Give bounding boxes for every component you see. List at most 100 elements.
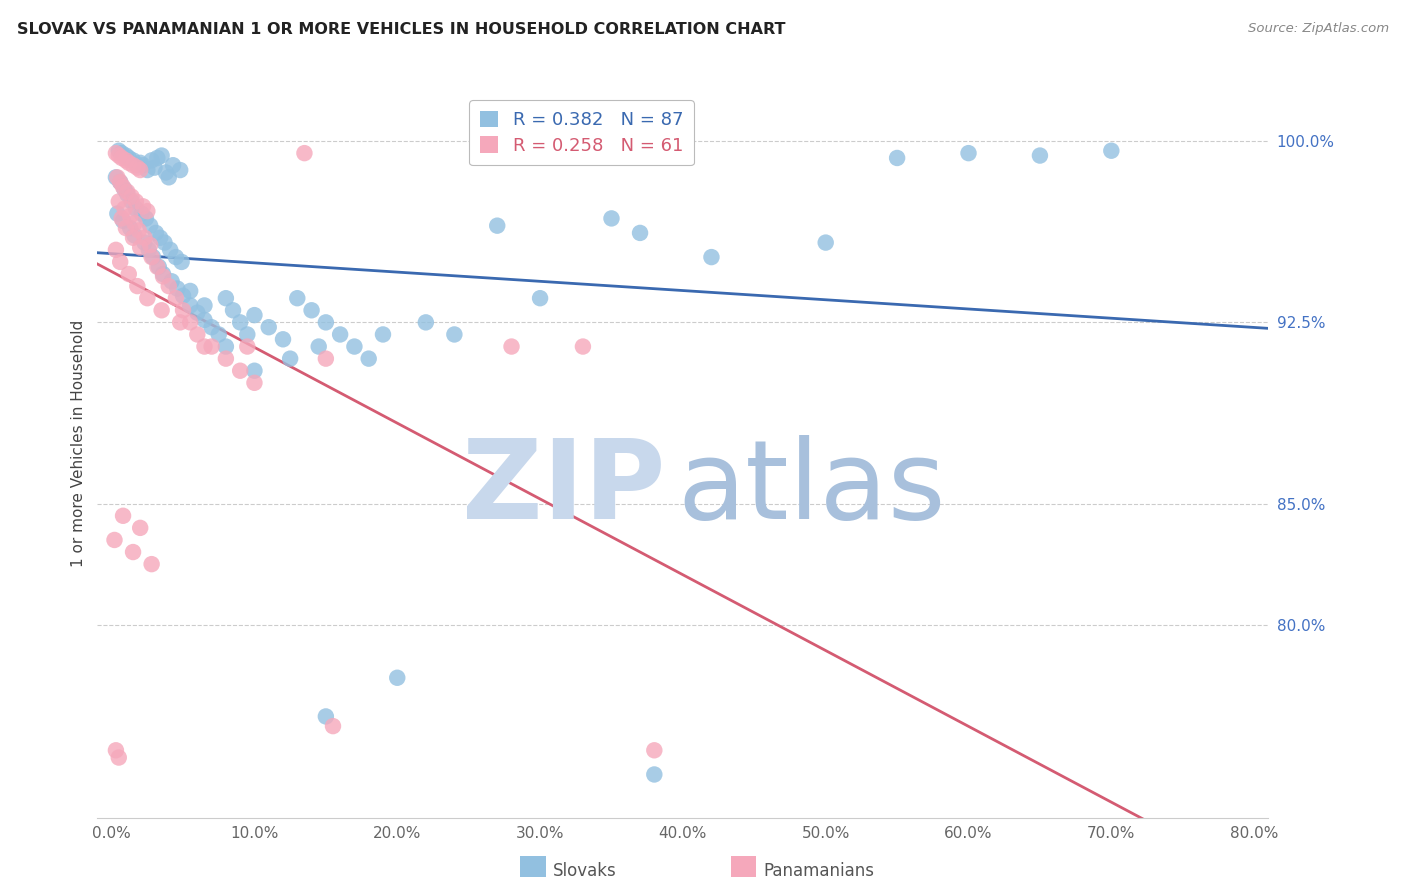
Point — [138, 243, 160, 257]
Point — [152, 269, 174, 284]
Point — [193, 340, 215, 354]
Point — [243, 308, 266, 322]
Point — [134, 231, 156, 245]
Point — [215, 340, 238, 354]
Point — [136, 163, 159, 178]
Point — [122, 158, 145, 172]
Point — [200, 320, 222, 334]
Point — [136, 204, 159, 219]
Point — [1099, 144, 1122, 158]
Point — [814, 235, 837, 250]
Point — [278, 351, 301, 366]
Point — [243, 376, 266, 390]
Point — [236, 327, 259, 342]
Point — [315, 709, 337, 723]
Point — [107, 144, 129, 158]
Point — [115, 221, 138, 235]
Point — [112, 214, 135, 228]
Point — [193, 313, 215, 327]
Point — [104, 743, 127, 757]
Point — [108, 255, 131, 269]
Point — [243, 364, 266, 378]
Point — [111, 151, 134, 165]
Point — [118, 267, 141, 281]
Point — [127, 279, 149, 293]
Point — [112, 508, 135, 523]
Point — [149, 231, 172, 245]
Point — [148, 260, 170, 274]
Point — [104, 170, 127, 185]
Point — [170, 255, 193, 269]
Point — [114, 182, 136, 196]
Point — [107, 194, 129, 209]
Point — [169, 315, 191, 329]
Point — [155, 165, 177, 179]
Point — [129, 156, 152, 170]
Point — [129, 240, 152, 254]
Point — [387, 671, 409, 685]
Point — [157, 170, 180, 185]
Point — [111, 146, 134, 161]
Point — [118, 156, 141, 170]
Point — [146, 260, 169, 274]
Point — [357, 351, 380, 366]
Point — [111, 211, 134, 226]
Legend: R = 0.382   N = 87, R = 0.258   N = 61: R = 0.382 N = 87, R = 0.258 N = 61 — [470, 100, 695, 165]
Text: atlas: atlas — [678, 434, 945, 541]
Point — [165, 291, 187, 305]
Point — [120, 209, 142, 223]
Point — [229, 364, 252, 378]
Point — [628, 226, 651, 240]
Point — [179, 284, 201, 298]
Point — [162, 158, 184, 172]
Point — [132, 158, 155, 172]
Text: ZIP: ZIP — [463, 434, 665, 541]
Point — [122, 153, 145, 168]
Point — [127, 158, 149, 172]
Point — [159, 243, 181, 257]
Point — [169, 163, 191, 178]
Point — [117, 185, 139, 199]
Point — [117, 187, 139, 202]
Point — [150, 148, 173, 162]
Point — [1029, 148, 1052, 162]
Point — [208, 327, 231, 342]
Point — [153, 235, 176, 250]
Point — [136, 291, 159, 305]
Point — [122, 545, 145, 559]
Point — [120, 221, 142, 235]
Point — [700, 250, 723, 264]
Point — [957, 146, 980, 161]
Point — [135, 211, 157, 226]
Point — [107, 750, 129, 764]
Point — [172, 289, 194, 303]
Point — [572, 340, 595, 354]
Point — [118, 151, 141, 165]
Text: Source: ZipAtlas.com: Source: ZipAtlas.com — [1249, 22, 1389, 36]
Point — [108, 175, 131, 189]
Point — [179, 298, 201, 312]
Point — [125, 194, 148, 209]
Point — [128, 223, 150, 237]
Point — [142, 250, 165, 264]
Point — [122, 231, 145, 245]
Point — [501, 340, 523, 354]
Point — [103, 533, 125, 547]
Point — [132, 199, 155, 213]
Point — [129, 163, 152, 178]
Point — [108, 175, 131, 189]
Point — [172, 303, 194, 318]
Point — [134, 235, 156, 250]
Point — [315, 315, 337, 329]
Point — [127, 161, 149, 175]
Point — [343, 340, 366, 354]
Point — [415, 315, 437, 329]
Point — [315, 351, 337, 366]
Text: Panamanians: Panamanians — [763, 862, 875, 880]
Point — [257, 320, 280, 334]
Point — [112, 180, 135, 194]
Point — [222, 303, 245, 318]
Point — [193, 298, 215, 312]
Text: SLOVAK VS PANAMANIAN 1 OR MORE VEHICLES IN HOUSEHOLD CORRELATION CHART: SLOVAK VS PANAMANIAN 1 OR MORE VEHICLES … — [17, 22, 786, 37]
Point — [105, 206, 128, 220]
